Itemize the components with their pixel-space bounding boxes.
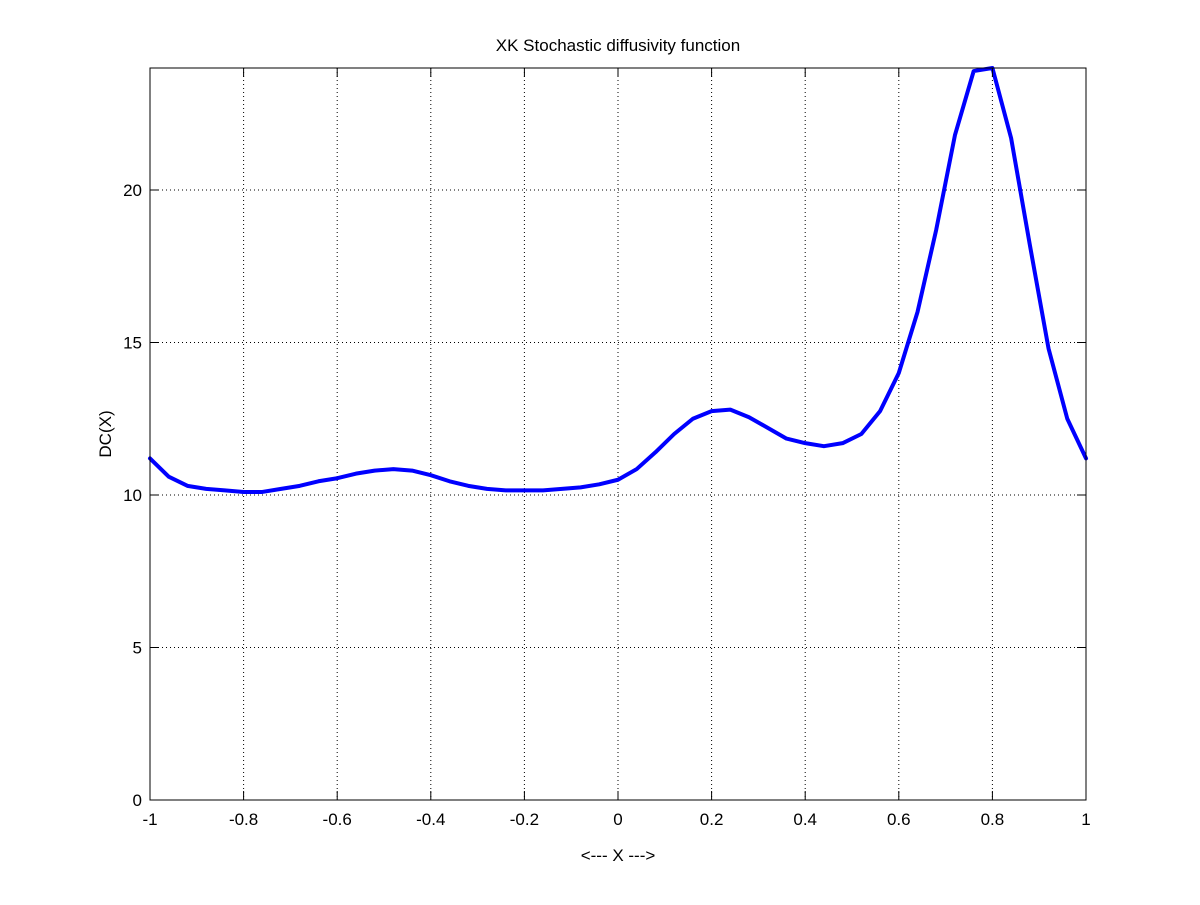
data-point — [354, 472, 357, 475]
data-point — [392, 468, 395, 471]
data-point — [579, 486, 582, 489]
data-point — [710, 410, 713, 413]
x-tick-label: 0.6 — [887, 810, 911, 829]
data-point — [935, 228, 938, 231]
x-tick-label: -0.2 — [510, 810, 539, 829]
y-tick-label: 0 — [133, 791, 142, 810]
data-point — [673, 433, 676, 436]
y-tick-label: 5 — [133, 639, 142, 658]
data-point — [822, 445, 825, 448]
y-axis-label: DC(X) — [96, 410, 115, 457]
data-point — [1028, 243, 1031, 246]
data-point — [617, 478, 620, 481]
data-point — [504, 489, 507, 492]
series-line — [148, 66, 1088, 494]
data-point — [972, 70, 975, 73]
data-point — [804, 442, 807, 445]
data-point — [542, 489, 545, 492]
x-tick-label: 1 — [1081, 810, 1090, 829]
y-tick-label: 15 — [123, 334, 142, 353]
data-point — [1066, 417, 1069, 420]
data-point — [635, 468, 638, 471]
data-point — [242, 490, 245, 493]
data-point — [261, 490, 264, 493]
data-point — [560, 487, 563, 490]
data-point — [448, 480, 451, 483]
data-point — [373, 469, 376, 472]
x-axis-label: <--- X ---> — [581, 846, 656, 865]
data-point — [953, 134, 956, 137]
data-point — [429, 474, 432, 477]
tick-layer — [149, 68, 1087, 801]
x-tick-label: 0.8 — [981, 810, 1005, 829]
series-layer — [148, 66, 1088, 494]
data-point — [336, 477, 339, 480]
x-tick-label: -0.6 — [323, 810, 352, 829]
x-tick-label: -1 — [142, 810, 157, 829]
data-point — [766, 426, 769, 429]
data-point — [280, 487, 283, 490]
data-point — [860, 433, 863, 436]
data-point — [691, 417, 694, 420]
grid-layer — [150, 68, 1086, 800]
data-point — [186, 484, 189, 487]
data-point — [485, 487, 488, 490]
data-point — [729, 408, 732, 411]
data-point — [1010, 137, 1013, 140]
data-point — [411, 469, 414, 472]
data-point — [467, 484, 470, 487]
chart-title: XK Stochastic diffusivity function — [496, 36, 740, 55]
x-tick-label: -0.8 — [229, 810, 258, 829]
data-point — [897, 372, 900, 375]
y-tick-label: 10 — [123, 486, 142, 505]
data-point — [841, 442, 844, 445]
data-point — [317, 480, 320, 483]
x-tick-label: 0.4 — [793, 810, 817, 829]
data-point — [167, 475, 170, 478]
data-point — [654, 451, 657, 454]
data-point — [205, 487, 208, 490]
data-point — [298, 484, 301, 487]
x-tick-label: 0 — [613, 810, 622, 829]
data-point — [916, 311, 919, 314]
data-point — [785, 437, 788, 440]
data-point — [598, 483, 601, 486]
x-tick-label: -0.4 — [416, 810, 445, 829]
y-tick-label: 20 — [123, 181, 142, 200]
data-point — [879, 410, 882, 413]
x-tick-label: 0.2 — [700, 810, 724, 829]
data-point — [748, 416, 751, 419]
data-point — [223, 489, 226, 492]
data-point — [523, 489, 526, 492]
data-point — [1047, 347, 1050, 350]
